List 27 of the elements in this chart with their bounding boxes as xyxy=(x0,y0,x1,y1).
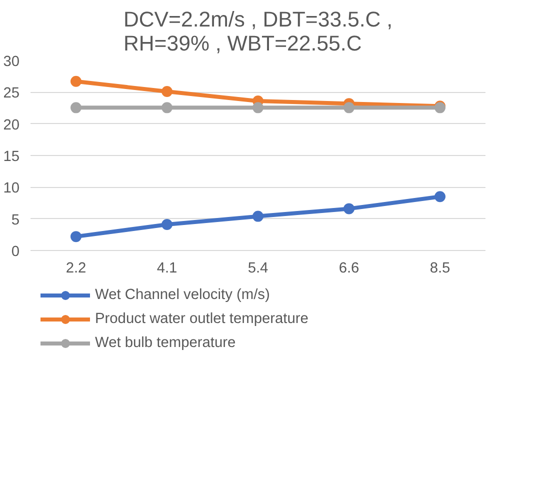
y-tick-label: 0 xyxy=(11,244,20,260)
point xyxy=(70,76,82,87)
point xyxy=(434,191,446,202)
y-tick-label: 5 xyxy=(11,212,20,228)
point xyxy=(162,102,172,114)
y-tick-label: 30 xyxy=(3,54,20,70)
legend-label: Wet bulb temperature xyxy=(95,335,236,351)
legend-label: Wet Channel velocity (m/s) xyxy=(95,287,270,303)
point xyxy=(70,231,82,242)
y-tick-label: 25 xyxy=(3,86,20,102)
x-tick-label: 8.5 xyxy=(430,260,450,276)
point xyxy=(70,102,82,114)
legend-label: Product water outlet temperature xyxy=(95,311,308,327)
x-tick-label: 6.6 xyxy=(338,260,360,276)
point xyxy=(252,210,264,222)
x-tick-label: 5.4 xyxy=(248,260,268,276)
point xyxy=(162,86,172,98)
point xyxy=(344,203,354,214)
point xyxy=(162,219,172,230)
x-tick-label: 2.2 xyxy=(66,260,86,276)
y-tick-label: 15 xyxy=(3,149,20,165)
point xyxy=(344,102,354,114)
point xyxy=(252,102,264,114)
chart-title: DCV=2.2m/s , DBT=33.5.C , RH=39% , WBT=22.55.C xyxy=(123,8,393,56)
x-tick-label: 4.1 xyxy=(156,260,178,276)
y-tick-label: 10 xyxy=(3,180,20,197)
y-tick-label: 20 xyxy=(3,117,20,134)
